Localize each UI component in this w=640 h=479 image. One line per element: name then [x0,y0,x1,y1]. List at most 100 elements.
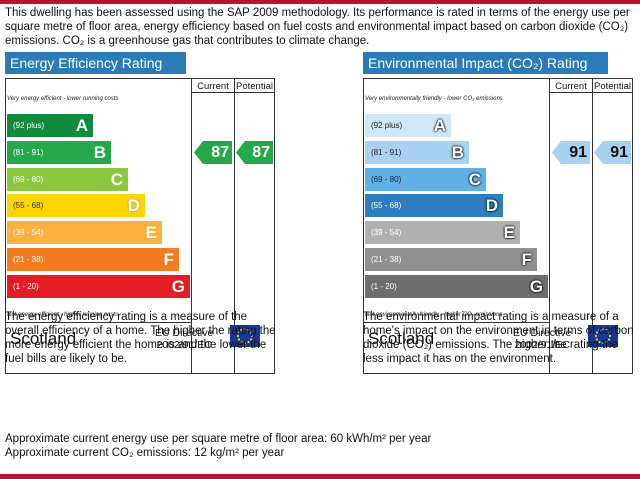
eu-star [608,334,612,338]
energy-band-b: (81 - 91) B [7,140,111,164]
column-divider [234,78,235,374]
energy-panel-title: Energy Efficiency Rating [5,52,186,74]
environmental-impact-panel: Environmental Impact (CO₂) Rating Curren… [363,52,633,374]
energy-region-label: Scotland [10,329,77,348]
band-letter: F [163,250,174,269]
band-range-label: (69 - 80) [371,174,402,184]
eu-flag-icon [230,325,260,347]
env-potential-header: Potential [592,78,633,93]
band-range-label: (69 - 80) [13,174,44,184]
env-band-c: (69 - 80) C [365,167,486,191]
energy-band-c: (69 - 80) C [7,167,128,191]
env-band-a: (92 plus) A [365,114,451,137]
band-range-label: (39 - 54) [13,228,44,238]
band-range-label: (92 plus) [13,121,45,130]
intro-text: This dwelling has been assessed using th… [5,7,630,47]
band-range-label: (1 - 20) [371,281,397,291]
band-letter: G [529,276,543,296]
eu-star [598,340,601,344]
band-range-label: (21 - 38) [371,255,402,264]
eu-star [605,340,608,344]
eu-star [250,334,254,338]
band-letter: D [485,196,498,216]
energy-potential-header: Potential [234,78,275,93]
env-band-b: (81 - 91) B [365,140,469,164]
energy-current-header: Current [191,78,235,93]
env-band-e: (39 - 54) E [365,221,520,245]
band-letter: E [145,223,157,243]
env-band-g: (1 - 20) G [365,274,548,298]
eu-star [240,328,243,332]
energy-current-value: 87 [211,143,229,161]
eu-star [243,327,247,331]
divider-line [5,322,192,323]
band-letter: B [93,142,106,162]
energy-potential-value: 87 [252,143,270,161]
band-range-label: (21 - 38) [13,255,44,264]
env-top-caption: Very environmentally friendly - lower CO… [365,96,503,102]
energy-bottom-caption: Not energy efficient - higher running co… [7,312,119,318]
column-divider [549,78,550,374]
energy-rating-description: The energy efficiency rating is a measur… [5,311,276,365]
eu-flag-icon [588,325,618,347]
band-letter: A [75,116,88,135]
env-current-rating-arrow: 91 [552,140,590,164]
energy-top-caption: Very energy efficient - lower running co… [7,96,119,102]
eu-star [601,327,605,331]
eu-star [607,331,611,334]
eu-star [601,341,605,345]
divider-line [363,322,550,323]
footer-figures: Approximate current energy use per squar… [5,432,431,460]
eu-star [594,334,598,338]
column-divider [592,78,593,374]
eu-star [240,340,243,344]
env-potential-value: 91 [610,143,628,161]
band-range-label: (1 - 20) [13,281,39,291]
band-letter: C [110,169,123,189]
band-letter: E [503,223,515,243]
column-divider [191,78,192,374]
eu-star [243,341,247,345]
band-range-label: (55 - 68) [371,201,402,211]
energy-band-g: (1 - 20) G [7,274,190,298]
env-panel-title: Environmental Impact (CO₂) Rating [363,52,608,74]
env-rating-description: The environmental impact rating is a mea… [363,311,634,365]
eu-star [247,340,250,344]
energy-eu-directive: EU Directive 2002/91/EC [155,327,214,351]
eu-star [236,334,240,338]
energy-chart-box [5,78,275,374]
eu-star [598,328,601,332]
band-range-label: (55 - 68) [13,201,44,211]
energy-band-e: (39 - 54) E [7,221,162,245]
env-region-label: Scotland [368,329,435,348]
eu-star [595,331,599,334]
env-potential-rating-arrow: 91 [594,140,631,164]
energy-efficiency-panel: Energy Efficiency Rating Current Potenti… [5,52,275,374]
energy-band-d: (55 - 68) D [7,194,145,218]
env-band-d: (55 - 68) D [365,194,503,218]
band-letter: G [171,276,185,296]
energy-use-figure: Approximate current energy use per squar… [5,433,432,445]
bottom-border [0,474,640,479]
band-range-label: (92 plus) [371,121,403,130]
env-eu-directive: EU Directive 2002/91/EC [513,327,572,351]
env-current-header: Current [549,78,593,93]
env-current-value: 91 [569,143,587,161]
band-letter: F [521,250,532,269]
eu-star [595,338,599,341]
band-letter: A [433,116,446,135]
eu-star [249,338,253,341]
band-range-label: (81 - 91) [371,147,402,157]
energy-current-rating-arrow: 87 [194,140,232,164]
eu-star [607,338,611,341]
energy-band-a: (92 plus) A [7,114,93,137]
eu-star [237,331,241,334]
eu-star [237,338,241,341]
band-range-label: (39 - 54) [371,228,402,238]
band-letter: D [127,196,140,216]
band-range-label: (81 - 91) [13,147,44,157]
env-chart-box [363,78,633,374]
energy-band-f: (21 - 38) F [7,248,179,271]
top-border [0,0,640,4]
eu-star [249,331,253,334]
